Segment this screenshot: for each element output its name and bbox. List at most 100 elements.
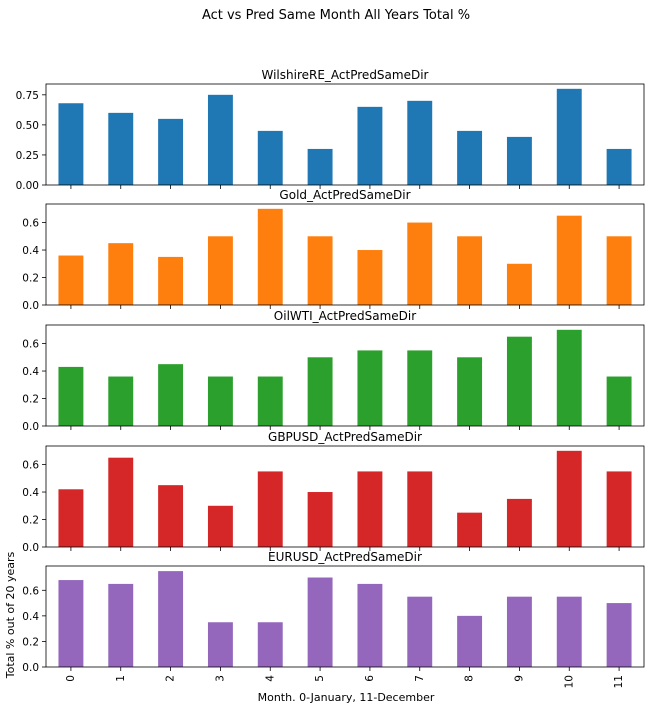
bar-3 bbox=[207, 376, 233, 426]
bar-9 bbox=[506, 596, 532, 667]
y-tick-label: 0.4 bbox=[22, 366, 39, 378]
bar-9 bbox=[506, 136, 532, 185]
chart-panels: WilshireRE_ActPredSameDir0.000.250.500.7… bbox=[16, 68, 645, 688]
chart-panel-4: EURUSD_ActPredSameDir 0.0 0.2 0.4 0.6 0 1 2 3 4 5 6… bbox=[22, 550, 645, 688]
bar-5 bbox=[307, 577, 333, 667]
bar-10 bbox=[556, 329, 582, 426]
bar-1 bbox=[108, 376, 134, 426]
chart-title: OilWTI_ActPredSameDir bbox=[274, 309, 416, 323]
bar-8 bbox=[457, 512, 483, 547]
bar-9 bbox=[506, 263, 532, 305]
bar-10 bbox=[556, 450, 582, 547]
y-axis-label: Total % out of 20 years bbox=[4, 551, 17, 679]
bar-10 bbox=[556, 596, 582, 667]
bar-9 bbox=[506, 336, 532, 426]
bar-4 bbox=[257, 130, 283, 185]
bar-1 bbox=[108, 243, 134, 305]
x-tick-label: 2 bbox=[165, 675, 177, 682]
bar-6 bbox=[357, 471, 383, 547]
y-tick-label: 0.6 bbox=[22, 218, 39, 230]
bar-1 bbox=[108, 457, 134, 547]
bar-4 bbox=[257, 622, 283, 667]
axes-frame bbox=[45, 324, 645, 427]
bar-1 bbox=[108, 112, 134, 185]
y-tick-label: 0.4 bbox=[22, 487, 39, 499]
bar-10 bbox=[556, 88, 582, 185]
axes-frame bbox=[45, 203, 645, 306]
bar-3 bbox=[207, 505, 233, 547]
bar-11 bbox=[606, 236, 632, 305]
y-tick-label: 0.2 bbox=[22, 394, 39, 406]
bar-11 bbox=[606, 376, 632, 426]
y-tick-label: 0.6 bbox=[22, 339, 39, 351]
y-tick-label: 0.0 bbox=[22, 662, 39, 674]
chart-panel-0: WilshireRE_ActPredSameDir 0.00 0.25 0.50 0.7… bbox=[16, 68, 645, 192]
y-tick-label: 0.0 bbox=[22, 300, 39, 312]
bar-1 bbox=[108, 583, 134, 667]
bar-8 bbox=[457, 130, 483, 185]
y-tick-label: 0.4 bbox=[22, 245, 39, 257]
y-tick-label: 0.75 bbox=[16, 90, 39, 102]
bar-7 bbox=[407, 471, 433, 547]
chart-title: GBPUSD_ActPredSameDir bbox=[268, 430, 422, 444]
x-tick-label: 4 bbox=[264, 675, 276, 682]
bar-8 bbox=[457, 236, 483, 305]
bar-6 bbox=[357, 106, 383, 185]
bar-7 bbox=[407, 350, 433, 426]
bar-0 bbox=[58, 255, 84, 305]
bar-11 bbox=[606, 471, 632, 547]
x-tick-label: 0 bbox=[65, 675, 77, 682]
bar-0 bbox=[58, 489, 84, 547]
bar-4 bbox=[257, 376, 283, 426]
y-tick-label: 0.6 bbox=[22, 585, 39, 597]
x-tick-label: 3 bbox=[214, 675, 226, 682]
bar-2 bbox=[158, 118, 184, 185]
y-tick-label: 0.25 bbox=[16, 150, 39, 162]
chart-panel-1: Gold_ActPredSameDir 0.0 0.2 0.4 0.6 bbox=[22, 188, 645, 312]
bar-11 bbox=[606, 148, 632, 185]
y-tick-label: 0.0 bbox=[22, 421, 39, 433]
bar-7 bbox=[407, 222, 433, 305]
bar-2 bbox=[158, 485, 184, 547]
x-tick-label: 9 bbox=[513, 675, 525, 682]
x-tick-label: 8 bbox=[464, 675, 476, 682]
axes-frame bbox=[45, 565, 645, 668]
y-tick-label: 0.00 bbox=[16, 180, 39, 192]
chart-title: EURUSD_ActPredSameDir bbox=[268, 550, 422, 564]
bar-0 bbox=[58, 580, 84, 667]
bar-5 bbox=[307, 236, 333, 305]
y-tick-label: 0.2 bbox=[22, 515, 39, 527]
y-tick-label: 0.4 bbox=[22, 611, 39, 623]
y-tick-label: 0.2 bbox=[22, 273, 39, 285]
bar-3 bbox=[207, 236, 233, 305]
chart-panel-3: GBPUSD_ActPredSameDir 0.0 0.2 0.4 0.6 bbox=[22, 430, 645, 554]
bar-0 bbox=[58, 366, 84, 426]
bar-11 bbox=[606, 603, 632, 667]
bar-2 bbox=[158, 571, 184, 667]
axes-frame bbox=[45, 83, 645, 186]
bar-10 bbox=[556, 215, 582, 305]
x-tick-label: 11 bbox=[613, 675, 625, 688]
x-axis-label: Month. 0-January, 11-December bbox=[258, 691, 435, 704]
bar-6 bbox=[357, 583, 383, 667]
figure-title: Act vs Pred Same Month All Years Total % bbox=[202, 8, 470, 23]
bar-7 bbox=[407, 596, 433, 667]
x-tick-label: 7 bbox=[414, 675, 426, 682]
y-tick-label: 0.6 bbox=[22, 460, 39, 472]
y-tick-label: 0.50 bbox=[16, 120, 39, 132]
bar-8 bbox=[457, 357, 483, 426]
x-tick-label: 5 bbox=[314, 675, 326, 682]
y-tick-label: 0.2 bbox=[22, 636, 39, 648]
chart-panel-2: OilWTI_ActPredSameDir 0.0 0.2 0.4 0.6 bbox=[22, 309, 645, 433]
bar-9 bbox=[506, 498, 532, 547]
bar-2 bbox=[158, 256, 184, 305]
bar-8 bbox=[457, 615, 483, 667]
axes-frame bbox=[45, 445, 645, 548]
bar-5 bbox=[307, 492, 333, 547]
y-tick-label: 0.0 bbox=[22, 542, 39, 554]
bar-4 bbox=[257, 471, 283, 547]
bar-6 bbox=[357, 250, 383, 305]
chart-title: WilshireRE_ActPredSameDir bbox=[262, 68, 429, 82]
chart-title: Gold_ActPredSameDir bbox=[279, 188, 410, 202]
bar-2 bbox=[158, 364, 184, 426]
